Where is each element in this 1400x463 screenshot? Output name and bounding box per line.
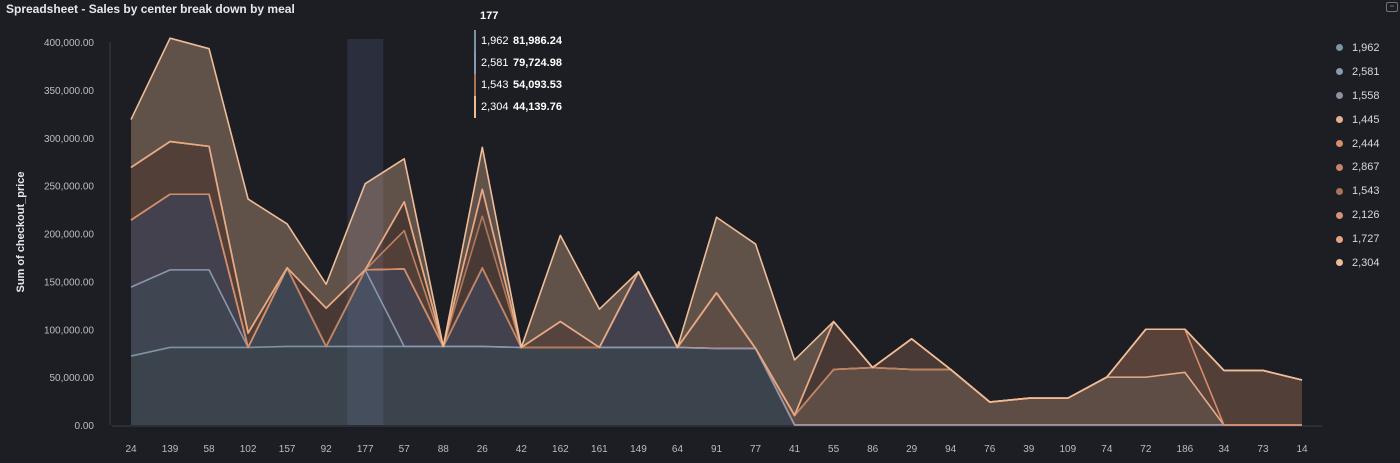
legend-item[interactable]: 1,543 bbox=[1336, 179, 1380, 203]
legend-label: 1,543 bbox=[1352, 185, 1380, 198]
series-area-1 bbox=[131, 267, 1302, 425]
tooltip: 177 1,962 81,986.24 2,581 79,724.98 1,543 54,… bbox=[474, 10, 562, 118]
legend-swatch-icon bbox=[1336, 140, 1343, 147]
x-tick-label: 86 bbox=[867, 444, 879, 455]
x-tick-label: 72 bbox=[1140, 444, 1152, 455]
tooltip-category: 177 bbox=[480, 10, 499, 22]
x-tick-label: 26 bbox=[477, 444, 489, 455]
x-tick-label: 24 bbox=[125, 444, 137, 455]
legend-swatch-icon bbox=[1336, 163, 1343, 171]
tooltip-series-name: 2,581 bbox=[481, 57, 509, 69]
y-tick-label: 200,000.00 bbox=[44, 230, 94, 241]
x-tick-label: 29 bbox=[906, 444, 918, 455]
legend-item[interactable]: 1,962 bbox=[1336, 36, 1380, 60]
series-line-9 bbox=[130, 37, 1303, 403]
x-tick-label: 109 bbox=[1059, 444, 1076, 455]
x-tick-label: 94 bbox=[945, 444, 957, 455]
y-axis-label: Sum of checkout_price bbox=[15, 171, 27, 292]
tooltip-row: 2,304 44,139.76 bbox=[474, 96, 562, 118]
x-tick-label: 88 bbox=[438, 444, 450, 455]
legend-label: 2,126 bbox=[1352, 209, 1380, 222]
x-tick-label: 102 bbox=[240, 444, 257, 455]
tooltip-value: 81,986.24 bbox=[513, 35, 562, 47]
legend-label: 2,867 bbox=[1352, 161, 1380, 174]
y-tick-label: 300,000.00 bbox=[44, 134, 94, 145]
tooltip-series-name: 1,543 bbox=[481, 79, 509, 91]
legend-swatch-icon bbox=[1336, 259, 1343, 267]
x-tick-label: 177 bbox=[357, 444, 374, 455]
legend-swatch-icon bbox=[1336, 187, 1343, 195]
legend-swatch-icon bbox=[1336, 235, 1343, 243]
y-tick-label: 400,000.00 bbox=[44, 38, 94, 49]
x-tick-label: 157 bbox=[279, 444, 296, 455]
y-tick-label: 100,000.00 bbox=[44, 325, 94, 336]
y-tick-label: 0.00 bbox=[75, 421, 95, 432]
y-tick-label: 350,000.00 bbox=[44, 86, 94, 97]
legend-label: 1,558 bbox=[1352, 89, 1380, 102]
x-tick-label: 91 bbox=[711, 444, 723, 455]
legend-label: 2,581 bbox=[1352, 65, 1380, 78]
x-tick-label: 58 bbox=[204, 444, 216, 455]
tooltip-value: 54,093.53 bbox=[513, 79, 562, 91]
series-area-0 bbox=[131, 346, 1302, 425]
legend-item[interactable]: 2,581 bbox=[1336, 60, 1380, 84]
x-tick-label: 162 bbox=[552, 444, 569, 455]
x-tick-label: 139 bbox=[162, 444, 179, 455]
legend-item[interactable]: 2,867 bbox=[1336, 155, 1380, 179]
legend-label: 2,304 bbox=[1352, 256, 1380, 269]
x-tick-label: 34 bbox=[1218, 444, 1230, 455]
x-tick-label: 73 bbox=[1257, 444, 1269, 455]
tooltip-value: 44,139.76 bbox=[513, 101, 562, 113]
series-area-3 bbox=[131, 194, 1302, 425]
tooltip-row: 2,581 79,724.98 bbox=[474, 52, 562, 74]
x-tick-label: 149 bbox=[630, 444, 647, 455]
legend-swatch-icon bbox=[1336, 44, 1343, 52]
chart-title: Spreadsheet - Sales by center break down… bbox=[6, 2, 295, 16]
y-tick-label: 250,000.00 bbox=[44, 182, 94, 193]
x-tick-label: 186 bbox=[1177, 444, 1194, 455]
legend-swatch-icon bbox=[1336, 116, 1343, 124]
legend-label: 1,962 bbox=[1352, 41, 1380, 54]
legend-item[interactable]: 1,558 bbox=[1336, 84, 1380, 108]
y-axis: 0.00 50,000.00 100,000.00 150,000.00 200,000… bbox=[44, 38, 111, 432]
x-tick-label: 64 bbox=[672, 444, 684, 455]
legend-swatch-icon bbox=[1336, 68, 1343, 76]
x-tick-label: 42 bbox=[516, 444, 528, 455]
tooltip-series-name: 2,304 bbox=[481, 101, 509, 113]
legend-label: 1,445 bbox=[1352, 113, 1380, 126]
legend: 1,962 2,581 1,558 1,445 2,444 2,867 1,543 2,126… bbox=[1336, 36, 1380, 275]
tooltip-row: 1,543 54,093.53 bbox=[474, 74, 562, 96]
tooltip-row: 1,962 81,986.24 bbox=[474, 30, 562, 52]
x-axis: 24 139 58 102 157 92 177 57 88 26 42 162 161 149 64 91 7… bbox=[112, 425, 1322, 455]
x-tick-label: 161 bbox=[591, 444, 608, 455]
tooltip-value: 79,724.98 bbox=[513, 57, 562, 69]
legend-item[interactable]: 1,445 bbox=[1336, 108, 1380, 132]
x-tick-label: 41 bbox=[789, 444, 801, 455]
legend-swatch-icon bbox=[1336, 92, 1343, 100]
legend-label: 2,444 bbox=[1352, 137, 1380, 150]
legend-item[interactable]: 2,304 bbox=[1336, 251, 1380, 275]
legend-item[interactable]: 2,126 bbox=[1336, 203, 1380, 227]
panel-options-icon[interactable]: ▫▫ bbox=[1386, 2, 1398, 12]
area-series-group bbox=[130, 37, 1303, 426]
tooltip-series-name: 1,962 bbox=[481, 35, 509, 47]
x-tick-label: 14 bbox=[1296, 444, 1308, 455]
legend-item[interactable]: 1,727 bbox=[1336, 227, 1380, 251]
y-tick-label: 50,000.00 bbox=[50, 373, 95, 384]
x-tick-label: 92 bbox=[321, 444, 333, 455]
x-tick-label: 77 bbox=[750, 444, 762, 455]
series-area-9 bbox=[131, 38, 1302, 416]
legend-swatch-icon bbox=[1336, 211, 1343, 219]
x-tick-label: 76 bbox=[984, 444, 996, 455]
x-tick-label: 57 bbox=[399, 444, 411, 455]
x-tick-label: 39 bbox=[1023, 444, 1035, 455]
y-tick-label: 150,000.00 bbox=[44, 277, 94, 288]
legend-label: 1,727 bbox=[1352, 233, 1380, 246]
x-tick-label: 55 bbox=[828, 444, 840, 455]
x-tick-label: 74 bbox=[1101, 444, 1113, 455]
highlight-column bbox=[347, 39, 384, 425]
legend-item[interactable]: 2,444 bbox=[1336, 132, 1380, 156]
